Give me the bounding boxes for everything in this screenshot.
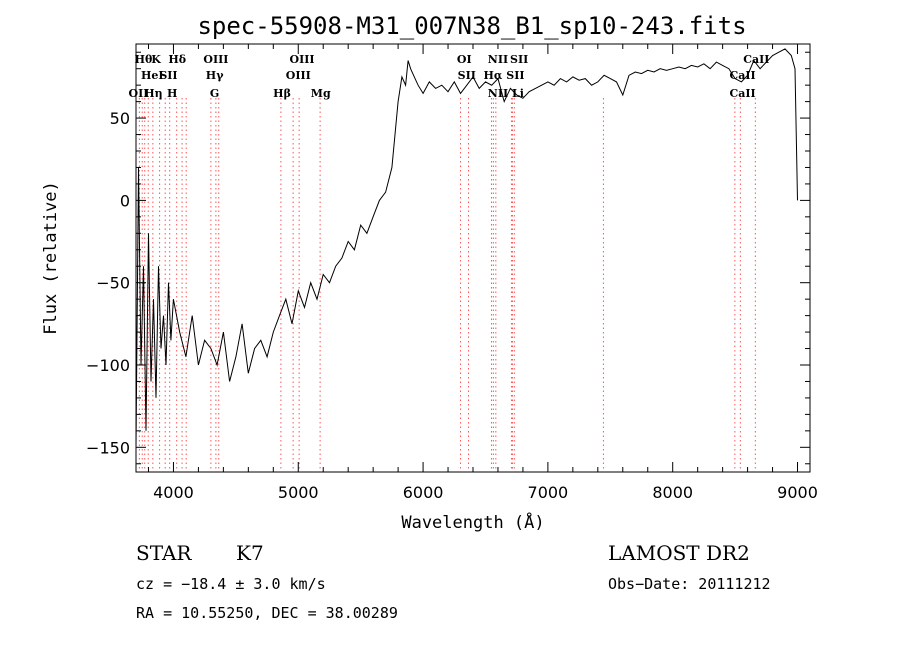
- line-label: SII: [159, 69, 177, 82]
- y-tick-label: −100: [86, 356, 130, 375]
- x-tick-label: 5000: [278, 483, 319, 502]
- survey-label: LAMOST DR2: [608, 541, 750, 565]
- object-subclass: K7: [236, 541, 264, 565]
- x-tick-label: 7000: [528, 483, 569, 502]
- redshift-readout: cz = −18.4 ± 3.0 km/s: [136, 575, 326, 593]
- line-label: OIII: [286, 69, 311, 82]
- line-label: Hη: [144, 87, 162, 100]
- line-label: Hβ: [273, 87, 291, 100]
- line-label: Mg: [311, 87, 331, 100]
- line-label: NII: [488, 53, 508, 66]
- line-label: H: [167, 87, 177, 100]
- y-tick-label: 0: [120, 191, 130, 210]
- line-label: OII: [129, 87, 149, 100]
- line-label: OIII: [289, 53, 314, 66]
- object-class: STAR: [136, 541, 192, 565]
- y-tick-label: −150: [86, 438, 130, 457]
- spectrum-line: [135, 48, 798, 448]
- line-label: CaII: [743, 53, 769, 66]
- y-tick-label: 50: [110, 109, 130, 128]
- line-label: Hα: [484, 69, 503, 82]
- line-label: Hθ: [135, 53, 153, 66]
- line-label: Hγ: [206, 69, 224, 82]
- x-tick-label: 6000: [403, 483, 444, 502]
- y-axis-label: Flux (relative): [41, 181, 61, 335]
- chart-title: spec-55908-M31_007N38_B1_sp10-243.fits: [197, 12, 746, 40]
- line-label: G: [210, 87, 219, 100]
- line-label: NII: [488, 87, 508, 100]
- x-tick-label: 9000: [777, 483, 818, 502]
- line-label: HeI: [141, 69, 164, 82]
- plot-frame: [135, 43, 811, 473]
- obs-date: Obs−Date: 20111212: [608, 575, 771, 593]
- line-label: SII: [458, 69, 476, 82]
- line-markers: [138, 98, 756, 472]
- x-tick-label: 8000: [652, 483, 693, 502]
- y-axis-ticks: −150 −100 −50 0 50: [86, 51, 810, 465]
- x-axis-ticks: 4000 5000 6000 7000 8000 9000: [147, 44, 818, 502]
- line-label: CaII: [730, 87, 756, 100]
- x-axis-label: Wavelength (Å): [401, 511, 544, 533]
- line-label: Li: [512, 87, 524, 100]
- line-label: K: [151, 53, 161, 66]
- line-label: Hδ: [168, 53, 186, 66]
- coordinates: RA = 10.55250, DEC = 38.00289: [136, 604, 398, 622]
- line-label: SII: [506, 69, 524, 82]
- line-label: OIII: [203, 53, 228, 66]
- x-tick-label: 4000: [153, 483, 194, 502]
- line-label: SII: [510, 53, 528, 66]
- y-tick-label: −50: [96, 274, 130, 293]
- line-label: OI: [457, 53, 472, 66]
